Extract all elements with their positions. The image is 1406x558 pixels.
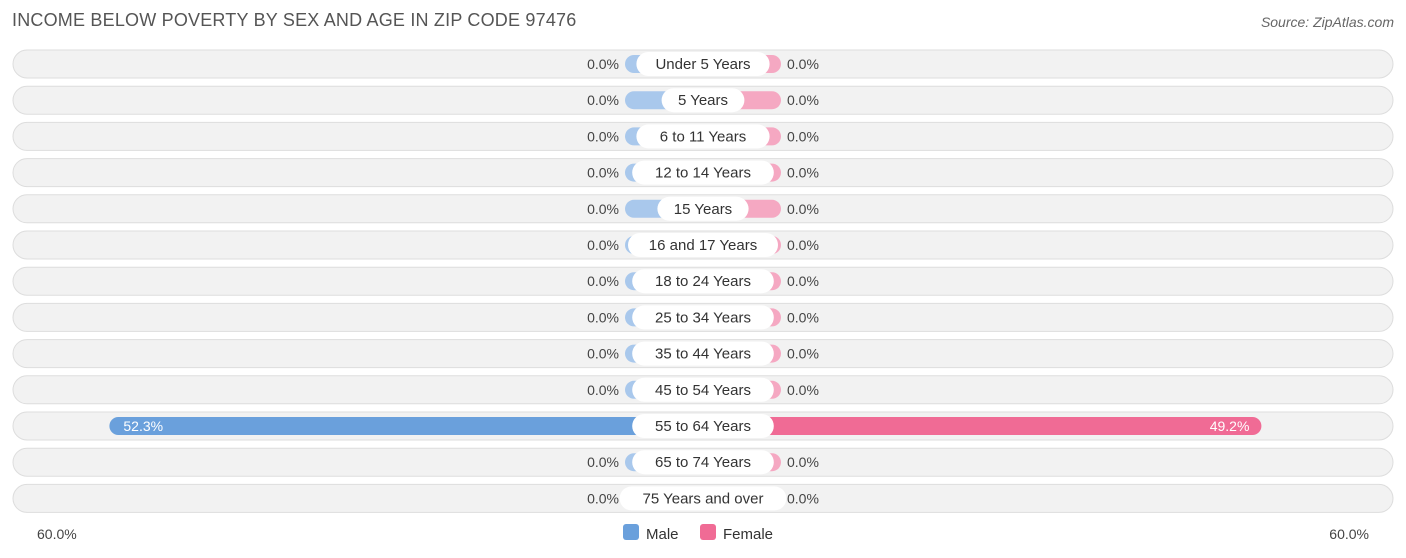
female-value-label: 0.0% [787, 56, 819, 72]
male-value-label: 0.0% [587, 454, 619, 470]
female-value-label: 0.0% [787, 490, 819, 506]
category-label: 18 to 24 Years [655, 273, 751, 290]
male-value-label: 0.0% [587, 201, 619, 217]
male-value-label: 0.0% [587, 92, 619, 108]
category-label: 15 Years [674, 201, 732, 218]
female-value-label: 49.2% [1210, 418, 1250, 434]
male-value-label: 0.0% [587, 237, 619, 253]
female-bar [703, 417, 1262, 435]
category-label-bg [619, 486, 787, 511]
category-label-bg [632, 377, 774, 402]
male-value-label: 0.0% [587, 309, 619, 325]
category-label: 12 to 14 Years [655, 165, 751, 182]
female-value-label: 0.0% [787, 92, 819, 108]
female-value-label: 0.0% [787, 165, 819, 181]
male-value-label: 0.0% [587, 273, 619, 289]
category-label: 65 to 74 Years [655, 454, 751, 471]
female-value-label: 0.0% [787, 346, 819, 362]
axis-right-label: 60.0% [1329, 526, 1369, 542]
category-label: 16 and 17 Years [649, 237, 757, 254]
legend-female-swatch [700, 524, 716, 540]
category-label: 25 to 34 Years [655, 309, 751, 326]
category-label: 55 to 64 Years [655, 418, 751, 435]
male-value-label: 0.0% [587, 128, 619, 144]
category-label: 75 Years and over [643, 490, 764, 507]
chart-title: INCOME BELOW POVERTY BY SEX AND AGE IN Z… [12, 10, 577, 30]
category-label-bg [632, 341, 774, 366]
female-value-label: 0.0% [787, 237, 819, 253]
female-value-label: 0.0% [787, 201, 819, 217]
male-value-label: 52.3% [123, 418, 163, 434]
legend-male-label: Male [646, 526, 679, 543]
axis-left-label: 60.0% [37, 526, 77, 542]
category-label-bg [632, 160, 774, 185]
category-label-bg [628, 233, 778, 257]
category-label-bg [657, 196, 749, 221]
category-label-bg [632, 305, 774, 330]
female-value-label: 0.0% [787, 273, 819, 289]
female-value-label: 0.0% [787, 128, 819, 144]
category-label-bg [632, 414, 774, 438]
male-value-label: 0.0% [587, 165, 619, 181]
male-value-label: 0.0% [587, 346, 619, 362]
category-label-bg [636, 124, 770, 149]
male-value-label: 0.0% [587, 382, 619, 398]
category-label: 6 to 11 Years [660, 128, 746, 145]
female-value-label: 0.0% [787, 454, 819, 470]
female-value-label: 0.0% [787, 382, 819, 398]
chart-source: Source: ZipAtlas.com [1260, 14, 1394, 30]
category-label-bg [632, 269, 774, 294]
category-label-bg [632, 450, 774, 475]
category-label-bg [636, 52, 770, 76]
category-label: 35 to 44 Years [655, 346, 751, 363]
male-value-label: 0.0% [587, 490, 619, 506]
category-label: 45 to 54 Years [655, 382, 751, 399]
category-label: Under 5 Years [655, 56, 750, 73]
female-value-label: 0.0% [787, 309, 819, 325]
category-label-bg [661, 88, 745, 113]
male-value-label: 0.0% [587, 56, 619, 72]
category-label: 5 Years [678, 92, 728, 109]
legend-female-label: Female [723, 526, 773, 543]
legend-male-swatch [623, 524, 639, 540]
male-bar [109, 417, 703, 435]
